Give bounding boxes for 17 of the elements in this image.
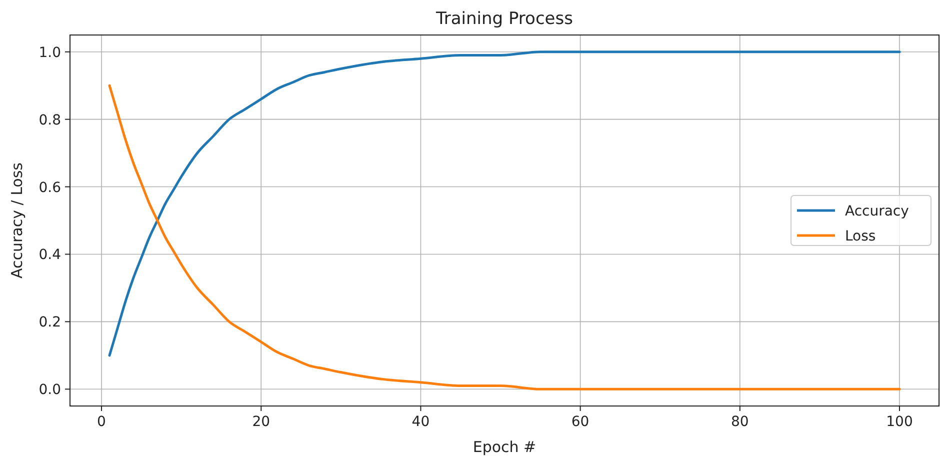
- x-tick-label: 40: [412, 414, 430, 430]
- x-tick-label: 20: [252, 414, 270, 430]
- y-tick-label: 0.2: [38, 314, 61, 331]
- legend-label: Accuracy: [845, 204, 909, 220]
- y-axis-title: Accuracy / Loss: [8, 162, 26, 278]
- x-tick-label: 100: [886, 414, 913, 430]
- x-tick-label: 0: [97, 414, 106, 430]
- y-tick-label: 0.6: [38, 180, 62, 196]
- legend-label: Loss: [845, 228, 876, 244]
- chart-title: Training Process: [435, 9, 574, 29]
- x-axis-title: Epoch #: [472, 438, 536, 456]
- x-tick-label: 60: [571, 414, 590, 430]
- y-tick-label: 1.0: [38, 44, 61, 61]
- x-tick-label: 80: [730, 414, 749, 430]
- y-tick-label: 0.8: [38, 112, 61, 128]
- y-tick-label: 0.0: [38, 382, 61, 398]
- y-tick-label: 0.4: [38, 247, 62, 264]
